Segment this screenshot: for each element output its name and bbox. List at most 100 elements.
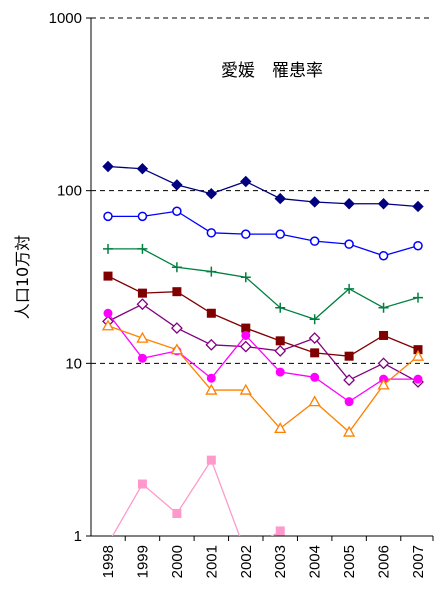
data-point (308, 332, 321, 345)
data-point (206, 308, 216, 318)
data-point (379, 330, 389, 340)
data-point (172, 287, 182, 297)
data-point (275, 302, 286, 313)
series (102, 298, 424, 388)
series-line (108, 248, 419, 320)
data-point (344, 283, 355, 294)
series-line (107, 275, 419, 357)
y-tick-label: 1 (74, 528, 82, 545)
data-point (275, 526, 285, 536)
data-point (103, 211, 113, 222)
x-tick-label: 2005 (341, 545, 358, 578)
x-tick-label: 2001 (203, 545, 220, 578)
data-point (103, 243, 113, 254)
data-point (344, 351, 354, 361)
data-point (103, 308, 113, 318)
data-point (343, 425, 356, 437)
data-point (241, 229, 251, 239)
data-point (137, 211, 148, 222)
data-point (309, 236, 320, 246)
x-tick-label: 2000 (169, 545, 186, 578)
data-point (239, 340, 252, 353)
data-point (275, 336, 285, 346)
series (111, 455, 285, 536)
series-group (101, 160, 425, 536)
data-point (171, 262, 182, 273)
series-line (107, 303, 419, 383)
data-point (377, 198, 390, 210)
data-point (377, 357, 390, 370)
data-point (102, 160, 114, 173)
series (102, 160, 424, 213)
data-point (413, 292, 423, 303)
x-ticks: 1998 1999 2000 2001 2002 2003 2004 2005 2006 2007 (100, 536, 434, 578)
series (103, 243, 423, 325)
data-point (275, 229, 285, 239)
data-point (205, 383, 218, 395)
data-point (206, 266, 217, 277)
data-point (206, 455, 216, 465)
data-point (310, 372, 320, 382)
data-point (170, 322, 183, 335)
data-point (378, 250, 389, 261)
y-ticks: 1 10 100 1000 (49, 10, 91, 545)
data-point (413, 240, 423, 251)
data-point (309, 314, 320, 325)
x-tick-label: 2007 (410, 545, 427, 578)
data-point (308, 395, 321, 407)
x-tick-label: 2002 (238, 545, 255, 578)
series (101, 319, 425, 437)
data-point (240, 272, 251, 283)
data-point (274, 422, 287, 434)
data-point (274, 192, 286, 205)
series-line (107, 312, 418, 403)
series-line (107, 325, 419, 434)
data-point (239, 383, 252, 395)
y-axis-label: 人口10万対 (13, 235, 32, 319)
data-point (137, 288, 147, 298)
data-point (411, 349, 425, 361)
y-tick-label: 100 (57, 183, 82, 200)
data-point (172, 508, 182, 518)
x-tick-label: 2004 (307, 545, 324, 578)
data-point (308, 196, 321, 208)
data-point (206, 373, 216, 383)
data-point (205, 338, 218, 351)
x-tick-label: 1999 (134, 545, 151, 578)
series (103, 271, 423, 361)
data-point (136, 163, 149, 175)
data-point (170, 343, 183, 355)
data-point (137, 479, 147, 489)
series-line (108, 210, 419, 257)
x-tick-label: 2003 (272, 545, 289, 578)
y-tick-label: 1000 (49, 10, 82, 27)
data-point (412, 200, 424, 213)
data-point (413, 374, 423, 384)
series-line (111, 458, 281, 536)
data-point (344, 239, 354, 249)
x-tick-label: 1998 (100, 545, 117, 578)
series-line (107, 165, 419, 208)
data-point (103, 271, 113, 281)
data-point (171, 179, 183, 191)
data-point (205, 188, 218, 200)
data-point (241, 323, 251, 333)
data-point (137, 353, 147, 363)
y-tick-label: 10 (65, 355, 82, 372)
data-point (136, 298, 149, 311)
data-point (136, 331, 149, 343)
data-point (137, 243, 148, 254)
data-point (310, 348, 320, 358)
series (103, 206, 423, 261)
data-point (274, 345, 287, 357)
data-point (172, 206, 182, 216)
data-point (275, 367, 285, 377)
chart-title: 愛媛 罹患率 (221, 61, 323, 81)
grid-lines (91, 17, 433, 364)
x-tick-label: 2006 (376, 545, 393, 578)
data-point (206, 228, 217, 238)
data-point (343, 374, 356, 386)
data-point (101, 319, 115, 331)
data-point (240, 175, 252, 188)
